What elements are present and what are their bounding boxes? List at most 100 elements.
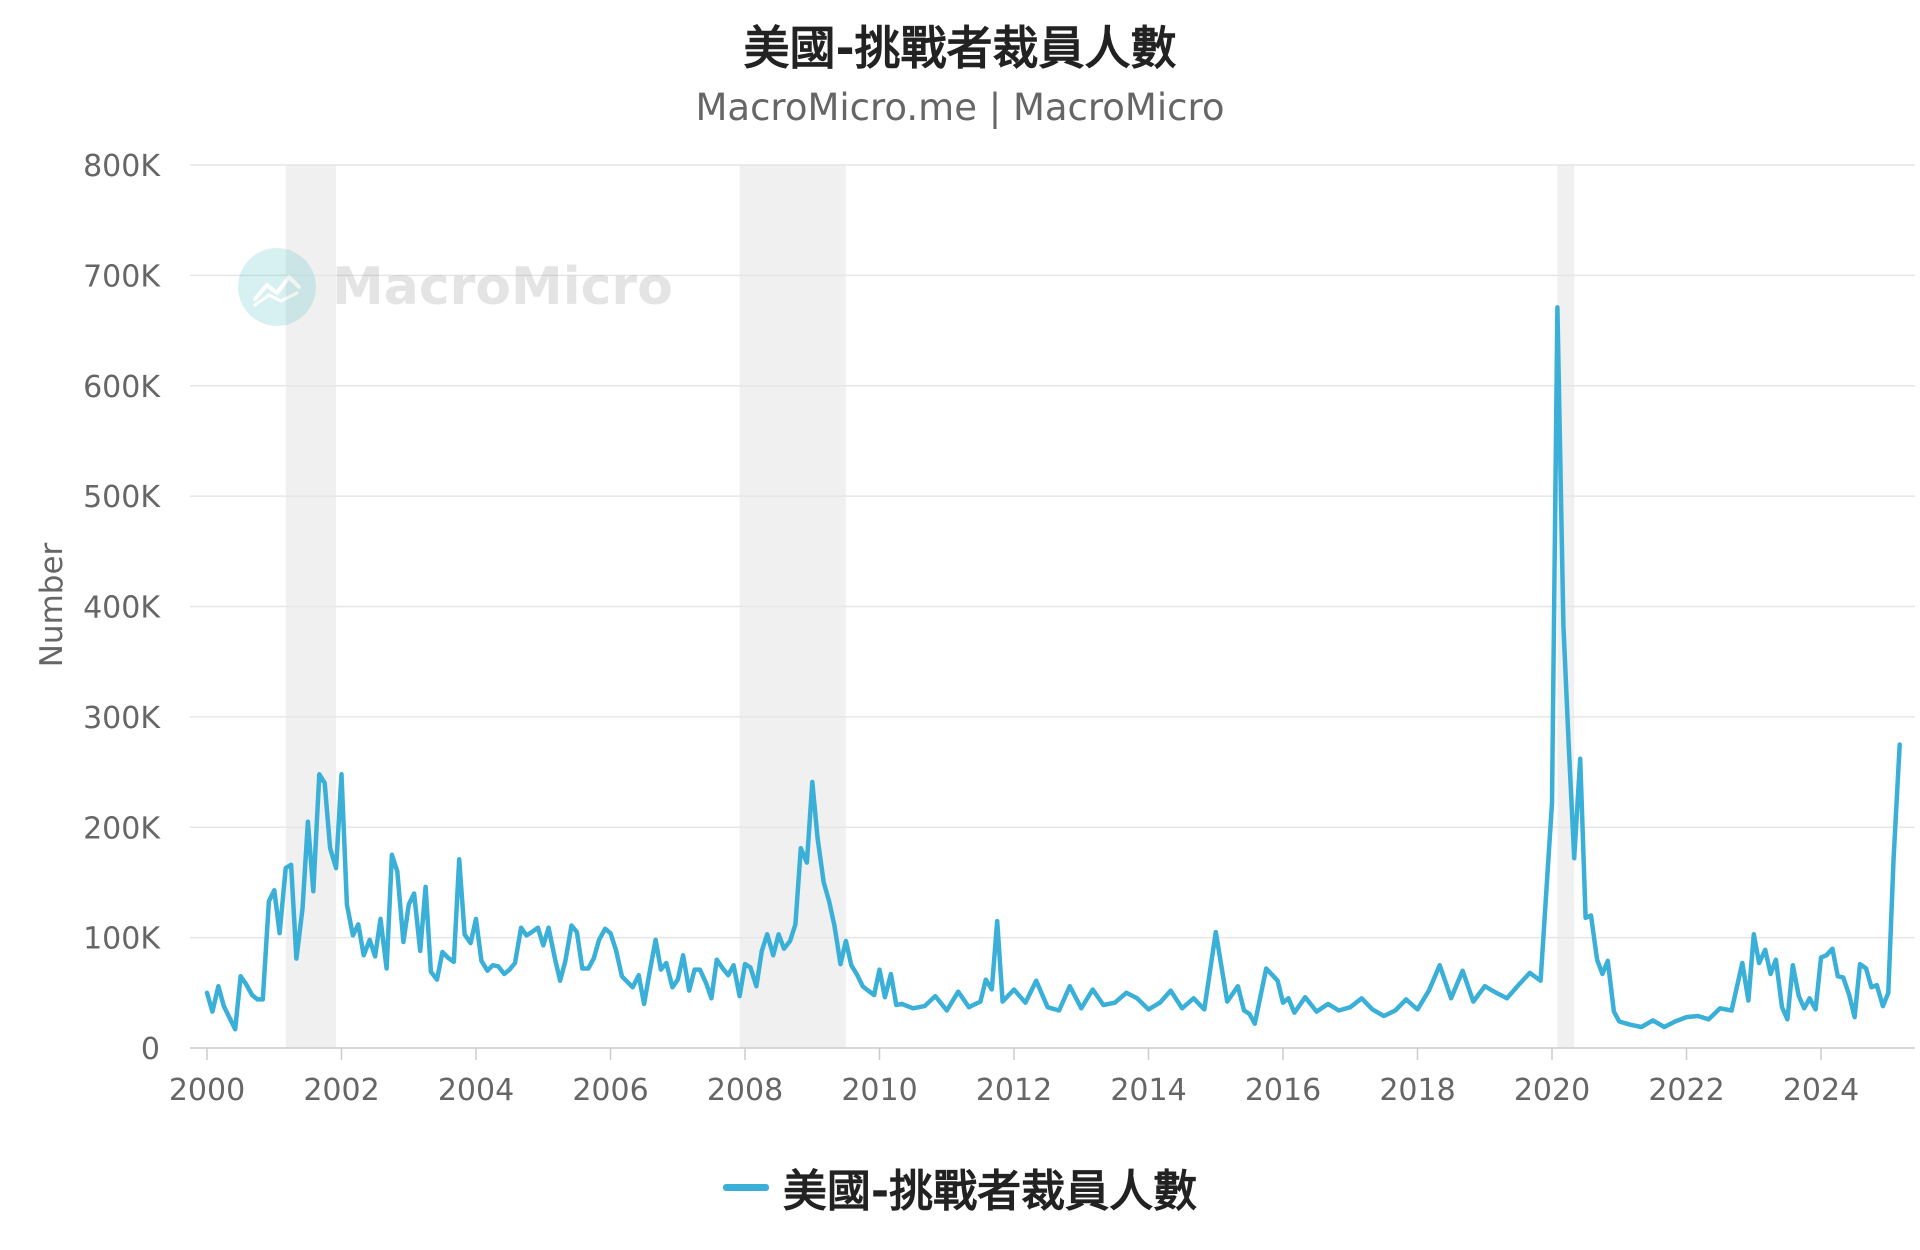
data-point [765, 932, 769, 936]
data-point [519, 926, 523, 930]
data-point [737, 994, 741, 998]
data-point [284, 866, 288, 870]
data-point [294, 956, 298, 960]
data-point [1561, 623, 1565, 627]
data-point [1847, 993, 1851, 997]
data-point [1494, 991, 1498, 995]
data-point [1662, 1025, 1666, 1029]
data-point [1393, 1008, 1397, 1012]
data-point [872, 993, 876, 997]
legend-label: 美國-挑戰者裁員人數 [782, 1166, 1198, 1217]
data-point [815, 836, 819, 840]
data-point [637, 973, 641, 977]
data-point [1617, 1019, 1621, 1023]
data-point [362, 953, 366, 957]
data-point [1286, 996, 1290, 1000]
data-point [373, 954, 377, 958]
data-point [255, 997, 259, 1001]
data-point [238, 974, 242, 978]
data-point [788, 939, 792, 943]
data-point [911, 1006, 915, 1010]
data-point [485, 969, 489, 973]
data-point [452, 960, 456, 964]
data-point [1460, 969, 1464, 973]
data-points [205, 305, 1902, 1031]
data-point [1763, 948, 1767, 952]
series-line [204, 305, 1902, 1032]
data-point [328, 846, 332, 850]
data-point [1830, 947, 1834, 951]
data-point [390, 853, 394, 857]
data-point [1875, 983, 1879, 987]
data-point [1729, 1008, 1733, 1012]
data-point [866, 988, 870, 992]
data-point [1516, 983, 1520, 987]
data-point [1673, 1019, 1677, 1023]
data-point [822, 880, 826, 884]
data-point [1600, 972, 1604, 976]
data-point [440, 950, 444, 954]
chart-title: 美國-挑戰者裁員人數 [743, 21, 1177, 75]
x-tick-label: 2020 [1514, 1073, 1590, 1108]
data-point [580, 966, 584, 970]
data-point [1337, 1008, 1341, 1012]
x-tick-label: 2024 [1783, 1073, 1859, 1108]
data-point [1000, 999, 1004, 1003]
data-point [838, 962, 842, 966]
data-point [457, 857, 461, 861]
data-point [782, 947, 786, 951]
data-point [1824, 953, 1828, 957]
data-point [709, 996, 713, 1000]
legend[interactable]: 美國-挑戰者裁員人數 [0, 1155, 1920, 1219]
y-tick-label: 700K [83, 259, 161, 294]
data-point [1382, 1014, 1386, 1018]
data-point [894, 1003, 898, 1007]
data-point [300, 907, 304, 911]
data-point [1869, 985, 1873, 989]
series-layer [204, 305, 1902, 1032]
data-point [474, 917, 478, 921]
data-point [676, 977, 680, 981]
data-point [760, 949, 764, 953]
data-point [227, 1015, 231, 1019]
data-point [1236, 984, 1240, 988]
data-point [356, 922, 360, 926]
data-point [1415, 1007, 1419, 1011]
data-point [368, 938, 372, 942]
data-point [311, 889, 315, 893]
data-point [603, 927, 607, 931]
data-point [945, 1008, 949, 1012]
data-point [1303, 995, 1307, 999]
data-point [1438, 963, 1442, 967]
data-point [1718, 1006, 1722, 1010]
y-tick-label: 400K [83, 591, 161, 626]
data-point [1538, 979, 1542, 983]
data-point [216, 984, 220, 988]
y-tick-label: 0 [141, 1032, 160, 1067]
data-point [1757, 961, 1761, 965]
data-point [1791, 963, 1795, 967]
data-point [1264, 966, 1268, 970]
data-point [799, 846, 803, 850]
data-point [659, 967, 663, 971]
watermark-text: MacroMicro [332, 257, 673, 317]
data-point [1780, 1005, 1784, 1009]
data-point [558, 979, 562, 983]
data-point [491, 963, 495, 967]
data-point [1550, 801, 1554, 805]
data-point [721, 966, 725, 970]
data-point [687, 988, 691, 992]
data-point [900, 1002, 904, 1006]
data-point [1886, 991, 1890, 995]
data-point [1572, 856, 1576, 860]
data-point [1819, 955, 1823, 959]
data-point [435, 977, 439, 981]
data-point [524, 933, 528, 937]
data-point [776, 932, 780, 936]
data-point [1281, 1001, 1285, 1005]
data-point [1768, 972, 1772, 976]
data-point [1427, 988, 1431, 992]
data-point [692, 967, 696, 971]
data-point [967, 1005, 971, 1009]
